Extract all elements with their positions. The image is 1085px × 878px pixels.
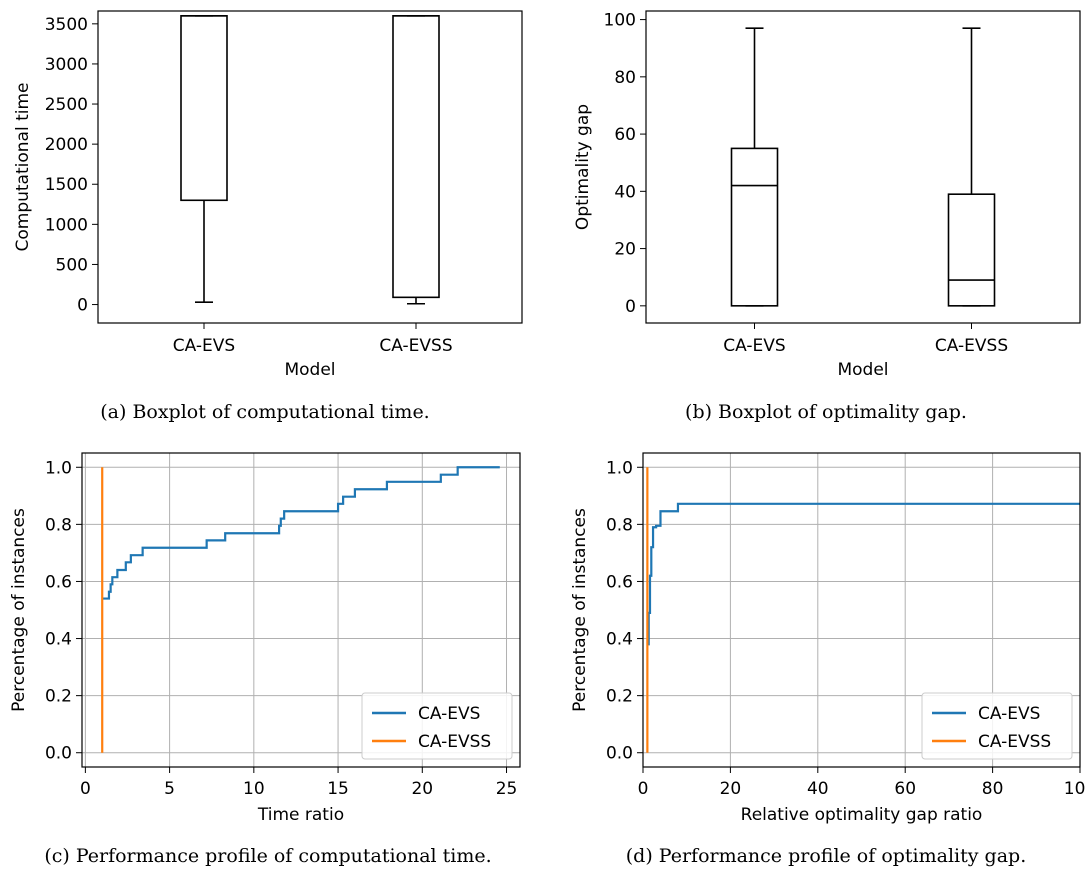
legend-label-ca-evs: CA-EVS bbox=[418, 704, 480, 724]
iqr-box bbox=[947, 193, 996, 307]
y-tick-label: 1.0 bbox=[45, 458, 72, 478]
x-tick-label: 0 bbox=[80, 779, 91, 799]
y-tick-label: 0.4 bbox=[606, 630, 633, 650]
plot-frame bbox=[81, 452, 521, 768]
x-axis-label: Model bbox=[837, 360, 888, 380]
y-tick-label: 80 bbox=[614, 68, 636, 88]
x-tick-label: 0 bbox=[638, 779, 649, 799]
caption-a: (a) Boxplot of computational time. bbox=[100, 401, 429, 423]
series-line-ca-evs bbox=[647, 502, 1080, 646]
panel-boxplot-optimality-gap: 0 20 40 60 80 100 CA-EVS CA-EVSS Model Optimality… bbox=[573, 10, 1081, 380]
y-tick-label: 0.6 bbox=[606, 572, 633, 592]
y-tick-label: 1.0 bbox=[606, 458, 633, 478]
y-tick-label: 0 bbox=[625, 297, 636, 317]
y-tick-label: 0.2 bbox=[45, 687, 72, 707]
box-ca-evss bbox=[392, 15, 440, 305]
y-tick-label: 2500 bbox=[45, 95, 88, 115]
y-tick-label: 0.8 bbox=[45, 515, 72, 535]
x-tick-label: 15 bbox=[327, 779, 349, 799]
series-line-ca-evs bbox=[102, 466, 500, 600]
x-tick-label: 5 bbox=[164, 779, 175, 799]
y-tick-label: 1500 bbox=[45, 175, 88, 195]
caption-b: (b) Boxplot of optimality gap. bbox=[685, 401, 967, 423]
y-axis-label: Optimality gap bbox=[573, 104, 593, 230]
iqr-box bbox=[180, 15, 228, 202]
x-tick-label: CA-EVS bbox=[173, 336, 235, 356]
legend: CA-EVS CA-EVSS bbox=[921, 692, 1073, 760]
x-tick-label: 20 bbox=[411, 779, 433, 799]
plot-frame bbox=[645, 10, 1081, 324]
y-tick-label: 3500 bbox=[45, 15, 88, 35]
legend: CA-EVS CA-EVSS bbox=[361, 692, 513, 760]
legend-box bbox=[361, 692, 513, 760]
x-tick-label: 25 bbox=[496, 779, 518, 799]
x-axis-label: Relative optimality gap ratio bbox=[741, 805, 983, 825]
x-axis-label: Model bbox=[284, 360, 335, 380]
x-tick-label: CA-EVSS bbox=[935, 336, 1008, 356]
y-tick-label: 0.8 bbox=[606, 515, 633, 535]
y-tick-label: 2000 bbox=[45, 135, 88, 155]
y-tick-label: 100 bbox=[604, 11, 636, 31]
panel-performance-profile-gap: 0 20 40 60 80 100 0.0 0.2 0.4 0.6 0.8 1.0 Relative o… bbox=[570, 452, 1085, 825]
y-axis-label: Percentage of instances bbox=[570, 508, 590, 712]
box-ca-evs bbox=[180, 15, 228, 303]
y-tick-label: 1000 bbox=[45, 215, 88, 235]
box-ca-evss bbox=[947, 27, 996, 307]
x-tick-label: 60 bbox=[894, 779, 916, 799]
plot-frame bbox=[642, 452, 1081, 768]
plot-frame bbox=[97, 10, 523, 324]
x-axis-label: Time ratio bbox=[257, 805, 344, 825]
y-tick-label: 60 bbox=[614, 125, 636, 145]
x-tick-label: 100 bbox=[1064, 779, 1085, 799]
y-tick-label: 500 bbox=[56, 255, 88, 275]
legend-label-ca-evs: CA-EVS bbox=[978, 704, 1040, 724]
legend-label-ca-evss: CA-EVSS bbox=[978, 732, 1051, 752]
y-tick-label: 3000 bbox=[45, 55, 88, 75]
box-ca-evs bbox=[730, 27, 779, 307]
y-tick-label: 20 bbox=[614, 240, 636, 260]
y-tick-label: 0.0 bbox=[45, 744, 72, 764]
y-tick-label: 0.4 bbox=[45, 630, 72, 650]
iqr-box bbox=[392, 15, 440, 299]
x-tick-label: 20 bbox=[720, 779, 742, 799]
x-tick-label: CA-EVSS bbox=[379, 336, 452, 356]
panel-performance-profile-time: 0 5 10 15 20 25 0.0 0.2 0.4 0.6 0.8 1.0 Time ratio Pe… bbox=[9, 452, 521, 825]
legend-box bbox=[921, 692, 1073, 760]
x-tick-label: 40 bbox=[807, 779, 829, 799]
caption-d: (d) Performance profile of optimality ga… bbox=[626, 845, 1026, 867]
panel-boxplot-computational-time: 0 500 1000 1500 2000 2500 3000 3500 CA-EVS CA-EVS… bbox=[13, 10, 523, 380]
y-tick-label: 0.0 bbox=[606, 744, 633, 764]
iqr-box bbox=[730, 147, 779, 307]
y-tick-label: 40 bbox=[614, 182, 636, 202]
y-axis-label: Percentage of instances bbox=[9, 508, 29, 712]
y-tick-label: 0 bbox=[77, 296, 88, 316]
x-tick-label: 10 bbox=[243, 779, 265, 799]
x-tick-label: 80 bbox=[982, 779, 1004, 799]
y-tick-label: 0.2 bbox=[606, 687, 633, 707]
legend-label-ca-evss: CA-EVSS bbox=[418, 732, 491, 752]
x-tick-label: CA-EVS bbox=[723, 336, 785, 356]
y-tick-label: 0.6 bbox=[45, 572, 72, 592]
caption-c: (c) Performance profile of computational… bbox=[44, 845, 491, 867]
y-axis-label: Computational time bbox=[13, 83, 33, 252]
